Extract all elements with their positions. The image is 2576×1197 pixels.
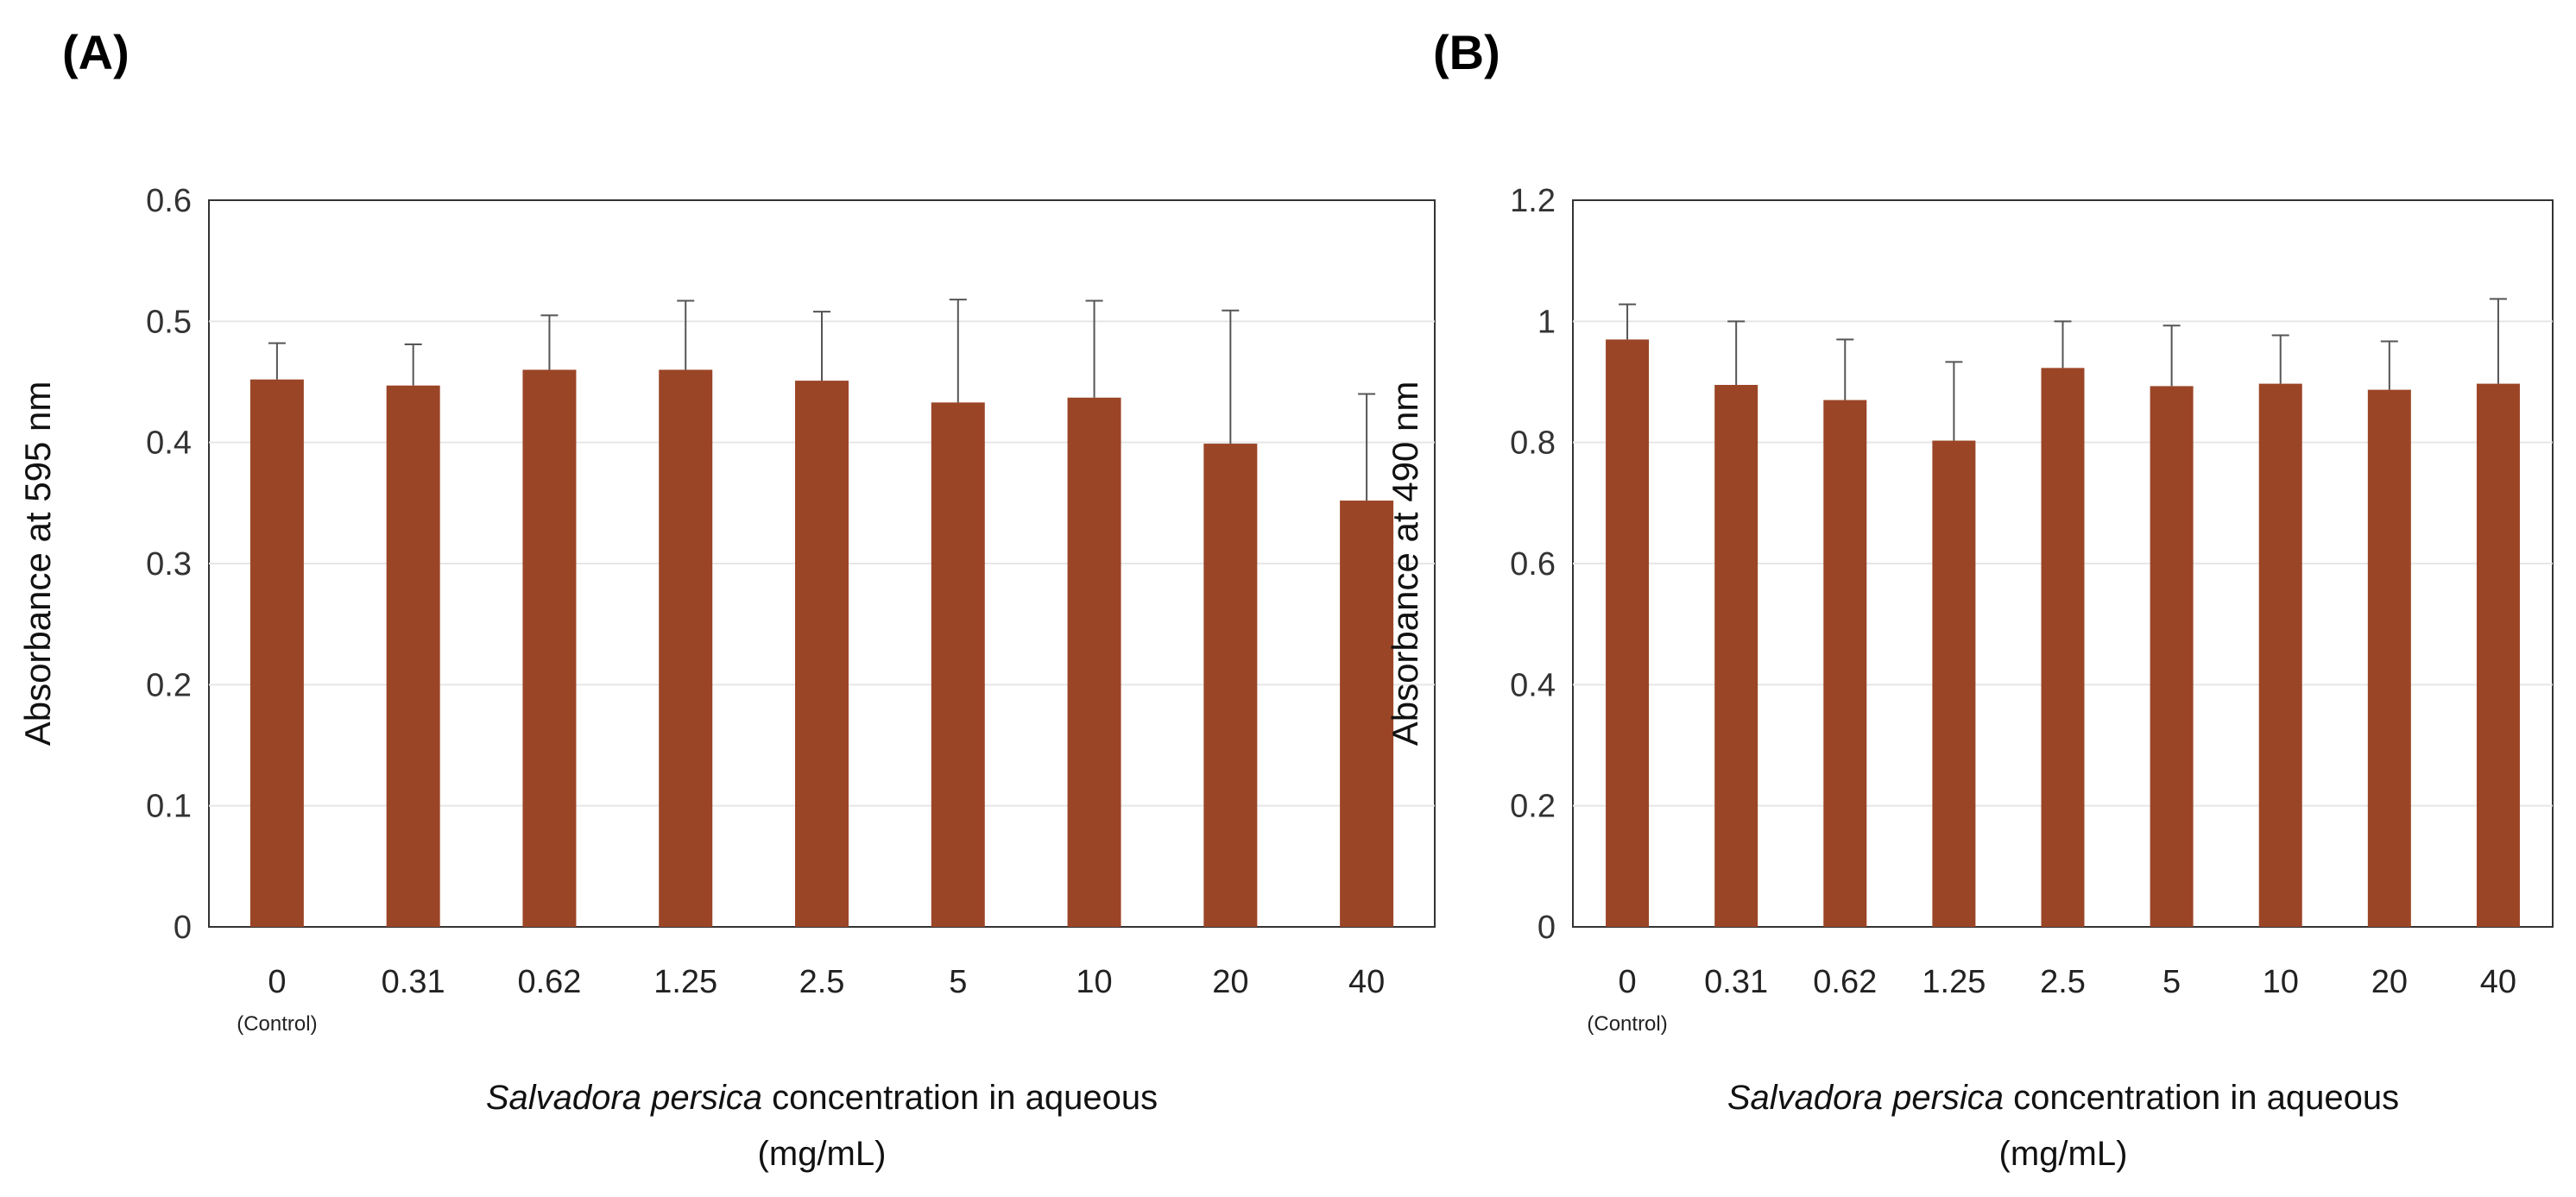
x-tick-label: 20 bbox=[2371, 964, 2408, 1000]
x-tick-label: 1.25 bbox=[653, 964, 717, 1000]
bar bbox=[2258, 383, 2302, 928]
x-tick-label: 0 bbox=[268, 964, 286, 1000]
y-tick-label: 0.5 bbox=[146, 304, 192, 340]
x-tick-label: 0.31 bbox=[382, 964, 445, 1000]
bar bbox=[1932, 440, 1976, 928]
error-bars bbox=[1619, 298, 2507, 441]
bar bbox=[1203, 444, 1258, 927]
y-tick-label: 0.2 bbox=[1510, 789, 1556, 825]
x-tick-label: 2.5 bbox=[2040, 964, 2086, 1000]
x-axis-label-line2: (mg/mL) bbox=[1999, 1135, 2128, 1173]
bar bbox=[931, 402, 985, 927]
y-tick-label: 0.3 bbox=[146, 546, 192, 583]
bar bbox=[2476, 383, 2520, 928]
y-tick-label: 0.4 bbox=[146, 425, 192, 462]
bar bbox=[249, 379, 304, 927]
bar bbox=[659, 369, 713, 927]
panel-label: (A) bbox=[62, 25, 129, 79]
y-tick-label: 0.4 bbox=[1510, 667, 1556, 703]
x-axis-label-species: Salvadora persica bbox=[1727, 1079, 2004, 1117]
bar bbox=[795, 381, 849, 927]
bar bbox=[386, 385, 440, 928]
x-tick-label: 10 bbox=[1076, 964, 1112, 1000]
error-bars bbox=[268, 299, 1376, 501]
y-tick-label: 0.1 bbox=[146, 789, 192, 825]
y-tick-label: 1.2 bbox=[1510, 183, 1556, 219]
bar bbox=[1714, 385, 1758, 928]
bars bbox=[1606, 339, 2520, 928]
bar bbox=[522, 369, 577, 927]
x-tick-label: 40 bbox=[2480, 964, 2516, 1000]
chart-panel-b: (B) 0 0.2 0.4 0.6 0.8 1 1.2 0 (Control) 0.31 0.62… bbox=[1385, 25, 2554, 1173]
chart-panel-a: (A) 0 0.1 0.2 0.3 0.4 0.5 0.6 0 (Control) 0.31 0.… bbox=[17, 25, 1436, 1173]
y-axis-label: Absorbance at 490 nm bbox=[1385, 381, 1425, 747]
bar bbox=[2041, 368, 2085, 927]
bar bbox=[1067, 397, 1121, 927]
x-tick-label: 0 bbox=[1618, 964, 1636, 1000]
y-tick-labels: 0 0.2 0.4 0.6 0.8 1 1.2 bbox=[1510, 183, 1556, 946]
y-tick-labels: 0 0.1 0.2 0.3 0.4 0.5 0.6 bbox=[146, 183, 192, 946]
x-tick-label: 0.31 bbox=[1704, 964, 1768, 1000]
y-tick-label: 0.6 bbox=[146, 183, 192, 219]
y-tick-label: 0 bbox=[1537, 910, 1556, 946]
x-tick-label: 5 bbox=[2162, 964, 2181, 1000]
bar bbox=[2150, 386, 2194, 928]
y-axis-label: Absorbance at 595 nm bbox=[17, 381, 58, 747]
x-tick-label: 40 bbox=[1348, 964, 1385, 1000]
x-category-labels: 0 (Control) 0.31 0.62 1.25 2.5 5 10 20 40 bbox=[1587, 964, 2516, 1036]
x-tick-label: 2.5 bbox=[799, 964, 845, 1000]
x-axis-label-line2: (mg/mL) bbox=[758, 1135, 887, 1173]
x-tick-label: 10 bbox=[2263, 964, 2299, 1000]
x-axis-label-rest: concentration in aqueous bbox=[762, 1079, 1158, 1117]
x-tick-label: 20 bbox=[1212, 964, 1248, 1000]
bar bbox=[2367, 389, 2411, 927]
x-category-labels: 0 (Control) 0.31 0.62 1.25 2.5 5 10 20 40 bbox=[237, 964, 1385, 1036]
x-tick-sublabel: (Control) bbox=[237, 1012, 317, 1036]
x-axis-label-species: Salvadora persica bbox=[486, 1079, 762, 1117]
bar bbox=[1823, 400, 1867, 927]
x-tick-label: 0.62 bbox=[1813, 964, 1877, 1000]
x-tick-sublabel: (Control) bbox=[1587, 1012, 1667, 1036]
x-tick-label: 1.25 bbox=[1922, 964, 1986, 1000]
panel-label: (B) bbox=[1433, 25, 1500, 79]
x-axis-label-line1: Salvadora persica concentration in aqueo… bbox=[486, 1079, 1158, 1117]
bar bbox=[1340, 501, 1394, 927]
bar bbox=[1606, 339, 1650, 928]
y-tick-label: 0.2 bbox=[146, 667, 192, 703]
y-tick-label: 0.8 bbox=[1510, 425, 1556, 462]
x-axis-label-rest: concentration in aqueous bbox=[2004, 1079, 2399, 1117]
x-tick-label: 5 bbox=[949, 964, 967, 1000]
y-tick-label: 1 bbox=[1537, 304, 1556, 340]
x-axis-label-line1: Salvadora persica concentration in aqueo… bbox=[1727, 1079, 2399, 1117]
bars bbox=[249, 369, 1394, 928]
y-tick-label: 0.6 bbox=[1510, 546, 1556, 583]
x-tick-label: 0.62 bbox=[517, 964, 581, 1000]
y-tick-label: 0 bbox=[174, 910, 192, 946]
